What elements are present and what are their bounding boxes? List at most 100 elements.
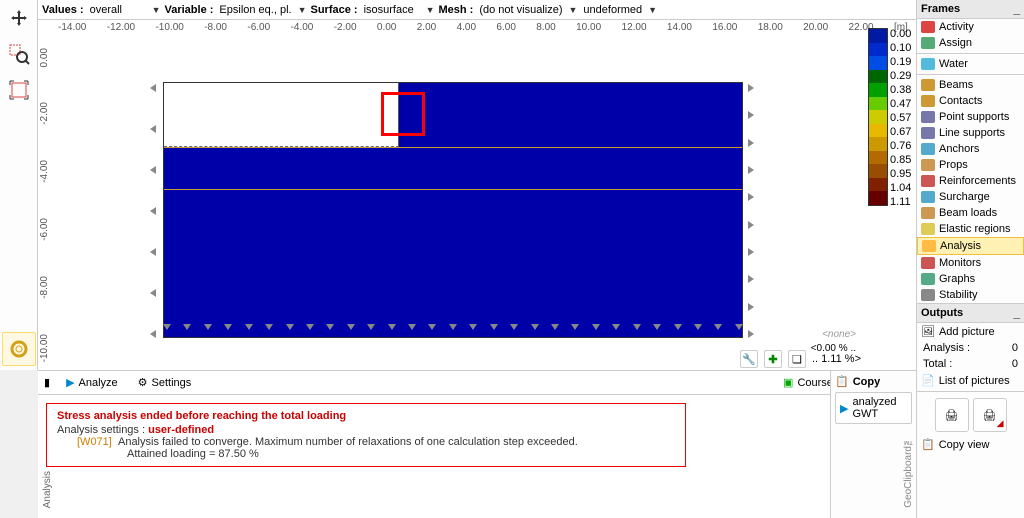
warning-box: Stress analysis ended before reaching th…	[46, 403, 686, 467]
collapse-icon[interactable]: ▮	[44, 376, 50, 389]
sidebar-item-reinforcements[interactable]: Reinforcements	[917, 173, 1024, 189]
outputs-panel: Outputs_ 🖼Add picture Analysis :0 Total …	[917, 303, 1024, 453]
canvas-bottom-tools: 🔧 ✚ ❏ .. 1.11 %>	[740, 350, 861, 368]
frame-label: Reinforcements	[939, 175, 1016, 187]
left-supports	[150, 84, 160, 338]
sidebar-item-props[interactable]: Props	[917, 157, 1024, 173]
frame-label: Anchors	[939, 143, 979, 155]
sidebar-item-graphs[interactable]: Graphs	[917, 271, 1024, 287]
plot-area[interactable]	[58, 44, 866, 346]
printer-buttons: 🖨 🖨◢	[917, 394, 1024, 436]
frame-icon	[921, 289, 935, 301]
settings-gear-button[interactable]	[2, 332, 36, 366]
deform-select[interactable]: undeformed	[581, 3, 644, 17]
copy-header: 📋Copy	[835, 375, 912, 388]
frame-label: Activity	[939, 21, 974, 33]
ruler-horizontal: -14.00-12.00-10.00-8.00-6.00-4.00-2.000.…	[50, 20, 916, 40]
add-picture-label: Add picture	[939, 326, 995, 338]
row-label: Analysis :	[923, 342, 970, 354]
row-value: 0	[1012, 342, 1018, 354]
move-tool[interactable]	[3, 2, 35, 34]
sidebar-item-point-supports[interactable]: Point supports	[917, 109, 1024, 125]
sidebar-item-stability[interactable]: Stability	[917, 287, 1024, 303]
minimize-icon[interactable]: _	[1013, 306, 1020, 320]
sidebar-item-line-supports[interactable]: Line supports	[917, 125, 1024, 141]
warning-code: [W071]	[77, 436, 112, 448]
settings-tab[interactable]: ⚙Settings	[134, 374, 196, 391]
frame-icon	[921, 273, 935, 285]
frame-icon	[921, 257, 935, 269]
zoom-tool[interactable]	[3, 38, 35, 70]
print-button[interactable]: 🖨	[935, 398, 969, 432]
warning-line: Analysis settings : user-defined	[57, 424, 675, 436]
list-pictures-button[interactable]: 📄List of pictures	[917, 372, 1024, 389]
layers-icon[interactable]: ❏	[788, 350, 806, 368]
frame-icon	[921, 175, 935, 187]
sidebar-item-analysis[interactable]: Analysis	[917, 237, 1024, 255]
mesh-select[interactable]: (do not visualize)	[477, 3, 564, 17]
output-count-row: Total :0	[917, 356, 1024, 372]
copy-gwt-button[interactable]: ▶analyzed GWT	[835, 392, 912, 424]
fit-tool[interactable]	[3, 74, 35, 106]
dropdown-arrow-icon: ▼	[298, 5, 307, 15]
sidebar-item-activity[interactable]: Activity	[917, 19, 1024, 35]
analyze-tab[interactable]: ▶Analyze	[62, 374, 122, 391]
frame-label: Line supports	[939, 127, 1005, 139]
frame-icon	[921, 111, 935, 123]
excavation-region	[164, 83, 399, 147]
frames-title: Frames	[921, 3, 960, 15]
message-tabs: ▮ ▶Analyze ⚙Settings ▣Course of analysis…	[38, 371, 916, 395]
frames-header: Frames _	[917, 0, 1024, 19]
sidebar-item-assign[interactable]: Assign	[917, 35, 1024, 51]
left-toolbar	[0, 0, 38, 370]
frame-icon	[921, 143, 935, 155]
frame-icon	[921, 127, 935, 139]
minimize-icon[interactable]: _	[1013, 2, 1020, 16]
frame-icon	[921, 159, 935, 171]
highlight-box	[381, 92, 425, 136]
warning-line: [W071] Analysis failed to converge. Maxi…	[57, 436, 675, 448]
settings-prefix: Analysis settings :	[57, 424, 148, 436]
color-legend: 0.000.100.190.290.380.470.570.670.760.85…	[868, 28, 912, 206]
frame-label: Graphs	[939, 273, 975, 285]
sidebar-item-elastic-regions[interactable]: Elastic regions	[917, 221, 1024, 237]
frame-label: Props	[939, 159, 968, 171]
copy-panel: 📋Copy ▶analyzed GWT GeoClipboard™	[830, 370, 916, 518]
surface-select[interactable]: isosurface	[362, 3, 422, 17]
frame-icon	[922, 240, 936, 252]
sidebar-item-anchors[interactable]: Anchors	[917, 141, 1024, 157]
add-icon[interactable]: ✚	[764, 350, 782, 368]
dropdown-arrow-icon: ▼	[569, 5, 578, 15]
sidebar-item-beams[interactable]: Beams	[917, 77, 1024, 93]
frame-icon	[921, 21, 935, 33]
row-value: 0	[1012, 358, 1018, 370]
print-color-button[interactable]: 🖨◢	[973, 398, 1007, 432]
copy-view-button[interactable]: 📋Copy view	[917, 436, 1024, 453]
frame-icon	[921, 207, 935, 219]
add-picture-button[interactable]: 🖼Add picture	[917, 323, 1024, 340]
dropdown-arrow-icon: ▼	[426, 5, 435, 15]
frame-label: Water	[939, 58, 968, 70]
settings-value: user-defined	[148, 424, 214, 436]
sidebar-item-monitors[interactable]: Monitors	[917, 255, 1024, 271]
frame-label: Beam loads	[939, 207, 997, 219]
frame-icon	[921, 223, 935, 235]
ruler-vertical: 0.00-2.00-4.00-6.00-8.00-10.00	[38, 40, 50, 370]
sidebar-item-water[interactable]: Water	[917, 56, 1024, 72]
right-supports	[748, 84, 758, 338]
bottom-supports	[163, 324, 743, 334]
warning-text: Analysis failed to converge. Maximum num…	[118, 436, 578, 448]
sidebar-item-contacts[interactable]: Contacts	[917, 93, 1024, 109]
frame-label: Elastic regions	[939, 223, 1011, 235]
sidebar-item-beam-loads[interactable]: Beam loads	[917, 205, 1024, 221]
frames-list: Activity Assign Water BeamsContactsPoint su…	[917, 19, 1024, 303]
frame-label: Assign	[939, 37, 972, 49]
panel-vertical-label: Analysis	[42, 471, 53, 508]
wrench-icon[interactable]: 🔧	[740, 350, 758, 368]
variable-select[interactable]: Epsilon eq., pl.	[217, 3, 293, 17]
values-select[interactable]: overall	[88, 3, 148, 17]
sidebar-item-surcharge[interactable]: Surcharge	[917, 189, 1024, 205]
top-toolbar: Values : overall▼ Variable : Epsilon eq.…	[38, 0, 916, 20]
analyze-label: Analyze	[79, 377, 118, 389]
frame-label: Surcharge	[939, 191, 990, 203]
